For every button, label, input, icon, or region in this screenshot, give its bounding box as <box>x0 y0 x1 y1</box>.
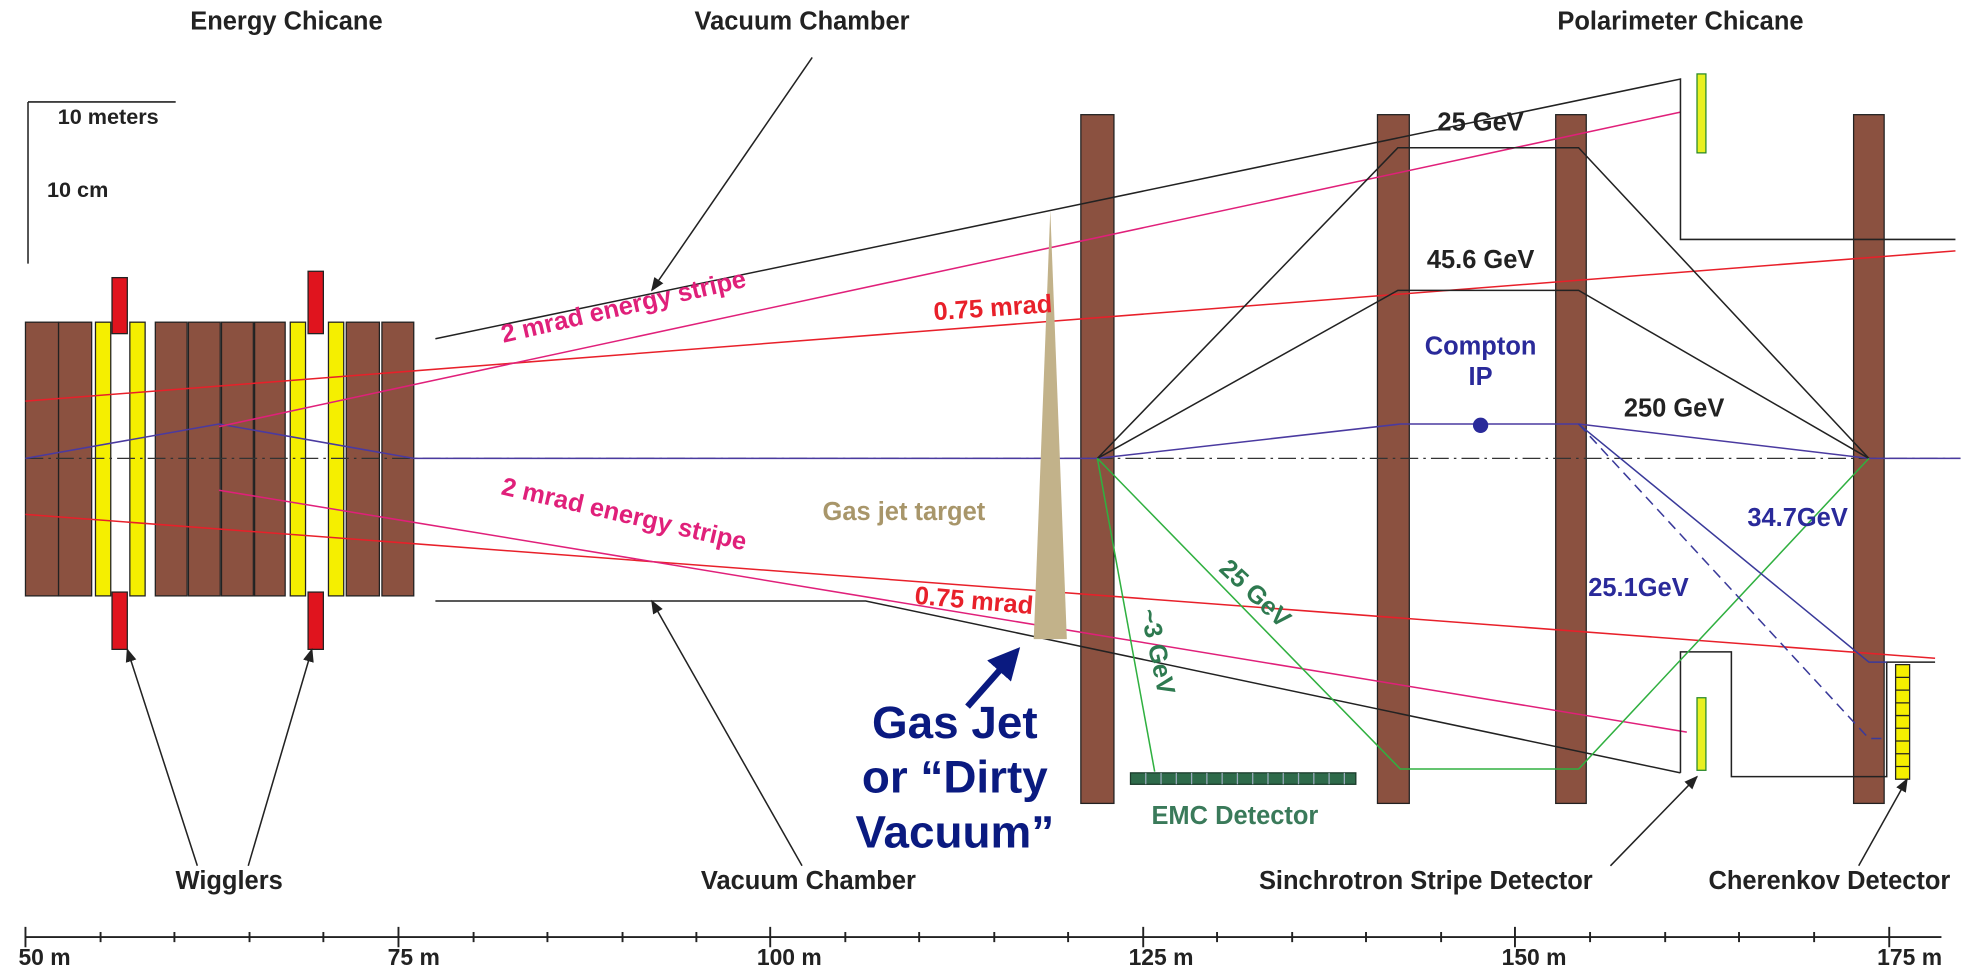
label: 34.7GeV <box>1747 504 1847 532</box>
energy-chicane-magnets <box>24 270 415 650</box>
label: Sinchrotron Stripe Detector <box>1259 867 1593 895</box>
label: Energy Chicane <box>190 8 382 36</box>
label: 0.75 mrad <box>933 290 1054 326</box>
label: 25 GeV <box>1437 108 1523 136</box>
label: 10 meters <box>58 104 159 129</box>
label: Gas jet target <box>823 498 986 526</box>
tick-label: 175 m <box>1877 944 1942 969</box>
tick-label: 150 m <box>1502 944 1567 969</box>
tick-label: 75 m <box>388 944 440 969</box>
label: ~3 GeV <box>1134 606 1179 697</box>
label: EMC Detector <box>1151 802 1318 830</box>
label: Polarimeter Chicane <box>1557 8 1803 36</box>
label: Gas Jet <box>872 697 1038 748</box>
label: 10 cm <box>47 177 108 202</box>
label: 25.1GeV <box>1588 574 1688 602</box>
axis <box>24 926 1942 948</box>
label: or “Dirty <box>862 752 1048 803</box>
label: 2 mrad energy stripe <box>498 265 748 349</box>
detectors <box>1129 73 1911 785</box>
label: Vacuum Chamber <box>695 8 910 36</box>
gas-jet <box>1033 210 1067 640</box>
tick-label: 100 m <box>757 944 822 969</box>
beam-lines <box>25 78 1961 778</box>
label: Wigglers <box>176 867 283 895</box>
label: Cherenkov Detector <box>1708 867 1950 895</box>
tick-label: 50 m <box>18 944 70 969</box>
label: Vacuum” <box>855 806 1054 857</box>
label: Compton <box>1425 332 1537 360</box>
label: 250 GeV <box>1624 395 1724 423</box>
label: 2 mrad energy stripe <box>499 473 749 557</box>
tick-label: 125 m <box>1129 944 1194 969</box>
label: 45.6 GeV <box>1427 246 1535 274</box>
arrows <box>27 56 1908 867</box>
label: 25 GeV <box>1214 554 1296 633</box>
label: IP <box>1469 363 1493 391</box>
label: Vacuum Chamber <box>701 867 916 895</box>
